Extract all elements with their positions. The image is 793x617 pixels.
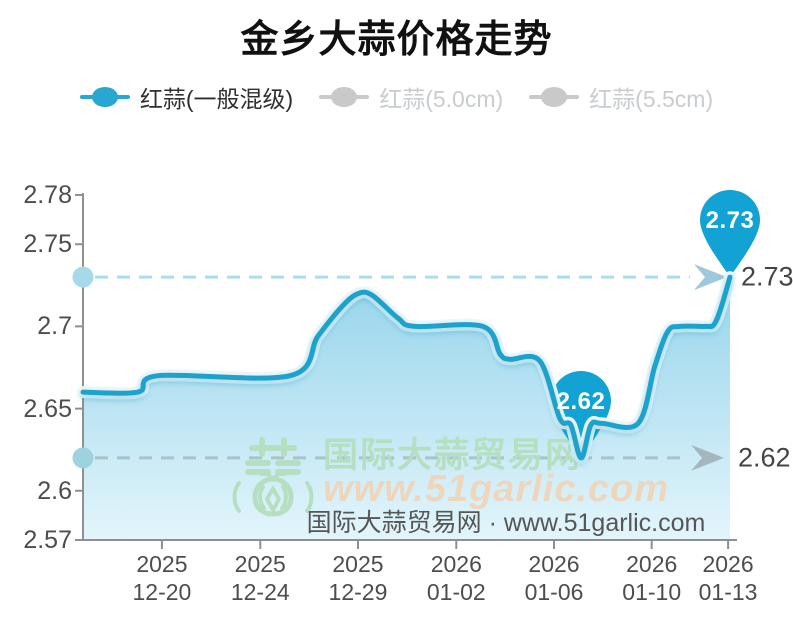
max-arrow-icon — [694, 264, 727, 291]
x-axis-label: 2025 12-20 — [132, 551, 192, 605]
max-value-pin — [700, 190, 760, 277]
y-axis-label: 2.57 — [23, 526, 72, 554]
y-axis-label: 2.78 — [23, 181, 72, 209]
y-axis-label: 2.75 — [23, 230, 72, 259]
legend-item-hongsuan-mixed[interactable]: 红蒜(一般混级) — [79, 80, 294, 114]
legend-item-label: 红蒜(5.0cm) — [379, 86, 504, 112]
min-value-pin — [551, 371, 611, 458]
legend-line-marker-icon — [79, 87, 130, 107]
x-axis-label: 2025 12-29 — [328, 551, 388, 605]
y-axis-label: 2.6 — [37, 476, 72, 505]
min-pin-label: 2.62 — [556, 388, 606, 415]
legend-item-hongsuan-5-5cm[interactable]: 红蒜(5.5cm) — [529, 80, 713, 114]
legend-item-hongsuan-5-0cm[interactable]: 红蒜(5.0cm) — [319, 80, 503, 114]
x-axis-label: 2026 01-06 — [524, 551, 584, 605]
min-value-right-label: 2.62 — [738, 442, 791, 473]
max-value-right-label: 2.73 — [741, 261, 793, 292]
watermark-brand: 国际大蒜贸易网 — [323, 436, 583, 475]
x-axis-label: 2026 01-13 — [698, 551, 758, 605]
garlic-logo-icon — [232, 437, 314, 517]
watermark: 国际大蒜贸易网 www.51garlic.com — [229, 437, 669, 517]
axis-ticks — [75, 194, 730, 549]
min-axis-dot — [72, 447, 94, 469]
price-line — [80, 274, 733, 461]
max-pin-label: 2.73 — [705, 207, 755, 234]
x-axis-label: 2026 01-10 — [622, 551, 682, 605]
x-axis-label: 2026 01-02 — [426, 551, 486, 605]
legend-line-marker-icon — [319, 87, 370, 107]
area-fill — [83, 277, 730, 540]
source-caption: 国际大蒜贸易网 · www.51garlic.com — [306, 509, 706, 537]
legend-line-marker-icon — [529, 87, 580, 107]
max-axis-dot — [72, 266, 94, 288]
watermark-url: www.51garlic.com — [323, 468, 670, 510]
legend: 红蒜(一般混级) 红蒜(5.0cm) 红蒜(5.5cm) — [0, 80, 793, 114]
axis-lines — [82, 193, 737, 541]
chart-title: 金乡大蒜价格走势 — [240, 19, 553, 61]
x-axis-label: 2025 12-24 — [230, 551, 290, 605]
min-arrow-icon — [691, 444, 724, 471]
legend-item-label: 红蒜(5.5cm) — [589, 86, 714, 112]
y-axis-label: 2.7 — [37, 312, 72, 341]
price-line-halo — [77, 271, 736, 464]
y-axis-label: 2.65 — [23, 394, 72, 423]
legend-item-label: 红蒜(一般混级) — [139, 86, 294, 112]
